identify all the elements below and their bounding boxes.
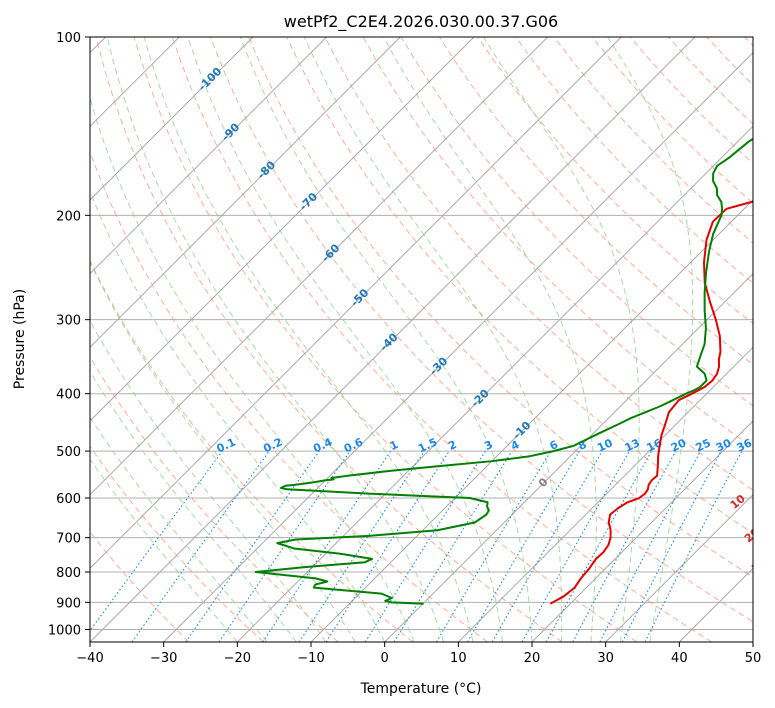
isotherm-line xyxy=(384,272,753,642)
y-axis-ticks: 100 200 300 400 500 600 700 800 900 1000 xyxy=(48,31,90,638)
isotherm-line xyxy=(457,346,753,642)
x-tick-label: 20 xyxy=(524,651,541,666)
x-tick-label: −30 xyxy=(150,651,177,666)
mixing-ratio-label: 10 xyxy=(595,436,615,454)
y-axis-label: Pressure (hPa) xyxy=(12,289,28,389)
mixing-ratio-line xyxy=(521,450,630,642)
y-tick-label: 800 xyxy=(56,566,81,581)
dry-adiabats xyxy=(90,37,753,642)
dry-adiabat-line xyxy=(90,445,264,642)
mixing-ratio-line xyxy=(185,450,320,642)
moist-adiabat-line xyxy=(90,370,297,642)
moist-adiabat-line xyxy=(303,37,563,642)
y-tick-label: 300 xyxy=(56,314,81,329)
y-tick-label: 600 xyxy=(56,492,81,507)
x-tick-label: 40 xyxy=(671,651,688,666)
moist-adiabat-line xyxy=(187,37,504,642)
dry-adiabat-line xyxy=(171,37,712,642)
x-tick-label: 30 xyxy=(597,651,614,666)
moist-adiabat-line xyxy=(106,37,445,642)
plot-area: -100-90-80-70-60-50-40-30-20-1000.1 0.2 0.… xyxy=(90,37,769,642)
moist-adiabat-line xyxy=(239,37,533,642)
moist-adiabat-line xyxy=(90,260,356,642)
x-tick-label: 50 xyxy=(745,651,762,666)
isotherms xyxy=(90,37,753,642)
mixing-ratio-line xyxy=(393,450,513,642)
dry-adiabat-line xyxy=(324,37,753,491)
dry-adiabat-line xyxy=(90,356,339,642)
pressure-gridlines xyxy=(90,37,753,630)
moist-adiabat-line xyxy=(383,37,597,642)
mixing-ratio-line xyxy=(131,450,270,642)
isotherm-line xyxy=(90,37,549,496)
isotherm-line xyxy=(90,37,328,275)
x-tick-label: 0 xyxy=(381,651,389,666)
y-tick-label: 200 xyxy=(56,209,81,224)
dry-adiabat-line xyxy=(95,37,563,642)
dry-adiabat-line xyxy=(133,37,638,642)
isotherm-line xyxy=(90,37,475,422)
mixing-ratio-label: 36 xyxy=(735,436,755,454)
y-tick-label: 500 xyxy=(56,445,81,460)
mixing-ratio-line xyxy=(644,450,743,642)
isotherm-line xyxy=(90,37,401,349)
dewpoint-profile-line xyxy=(254,137,753,605)
dry-adiabat-line xyxy=(248,37,753,578)
x-axis-ticks: −40 −30 −20 −10 0 10 20 30 40 50 xyxy=(76,642,761,666)
mixing-ratio-line xyxy=(262,450,392,642)
isotherm-line xyxy=(90,37,254,201)
moist-adiabat-line xyxy=(90,189,386,642)
x-tick-label: −40 xyxy=(76,651,103,666)
moist-adiabat-label: 20 xyxy=(742,525,762,545)
mixing-ratio-label: 13 xyxy=(623,436,642,454)
isotherm-line xyxy=(531,420,753,642)
moist-adiabat-line xyxy=(482,37,640,642)
sounding-series xyxy=(254,137,753,605)
moist-adiabat-line xyxy=(90,458,238,642)
dry-adiabat-line xyxy=(90,259,414,642)
moist-adiabat-label: 30 xyxy=(749,555,769,575)
mixing-ratio-line xyxy=(572,450,677,642)
y-tick-label: 900 xyxy=(56,596,81,611)
moist-adiabat-line xyxy=(90,416,268,642)
moist-adiabat-line xyxy=(607,37,694,642)
y-tick-label: 700 xyxy=(56,532,81,547)
mixing-ratio-label: 30 xyxy=(714,436,734,454)
isotherm-line xyxy=(90,37,622,570)
plot-frame xyxy=(89,36,754,643)
x-tick-label: −20 xyxy=(224,651,251,666)
isotherm-line xyxy=(236,125,753,642)
temperature-profile-line xyxy=(549,200,753,605)
dry-adiabat-line xyxy=(210,37,753,623)
mixing-ratio-line xyxy=(545,450,653,642)
isotherm-line xyxy=(163,51,753,642)
mixing-ratio-label: 20 xyxy=(669,436,689,454)
mixing-ratio-line xyxy=(325,450,450,642)
isotherm-line xyxy=(310,199,753,642)
x-tick-label: −10 xyxy=(297,651,324,666)
mixing-ratio-line xyxy=(90,450,223,632)
dry-adiabat-line xyxy=(286,37,753,534)
moist-adiabat-line xyxy=(90,319,327,642)
mixing-ratio-line xyxy=(218,450,351,642)
chart-title: wetPf2_C2E4.2026.030.00.37.G06 xyxy=(284,12,558,32)
isotherm-line xyxy=(605,493,753,642)
y-tick-label: 1000 xyxy=(48,623,81,638)
isotherm-line xyxy=(90,37,696,642)
mixing-ratio-label: 25 xyxy=(693,436,712,454)
x-tick-label: 10 xyxy=(450,651,467,666)
dry-adiabat-line xyxy=(515,37,753,284)
moist-adiabat-line xyxy=(143,37,474,642)
y-tick-label: 100 xyxy=(56,31,81,46)
x-axis-label: Temperature (°C) xyxy=(360,681,482,697)
y-tick-label: 400 xyxy=(56,388,81,403)
